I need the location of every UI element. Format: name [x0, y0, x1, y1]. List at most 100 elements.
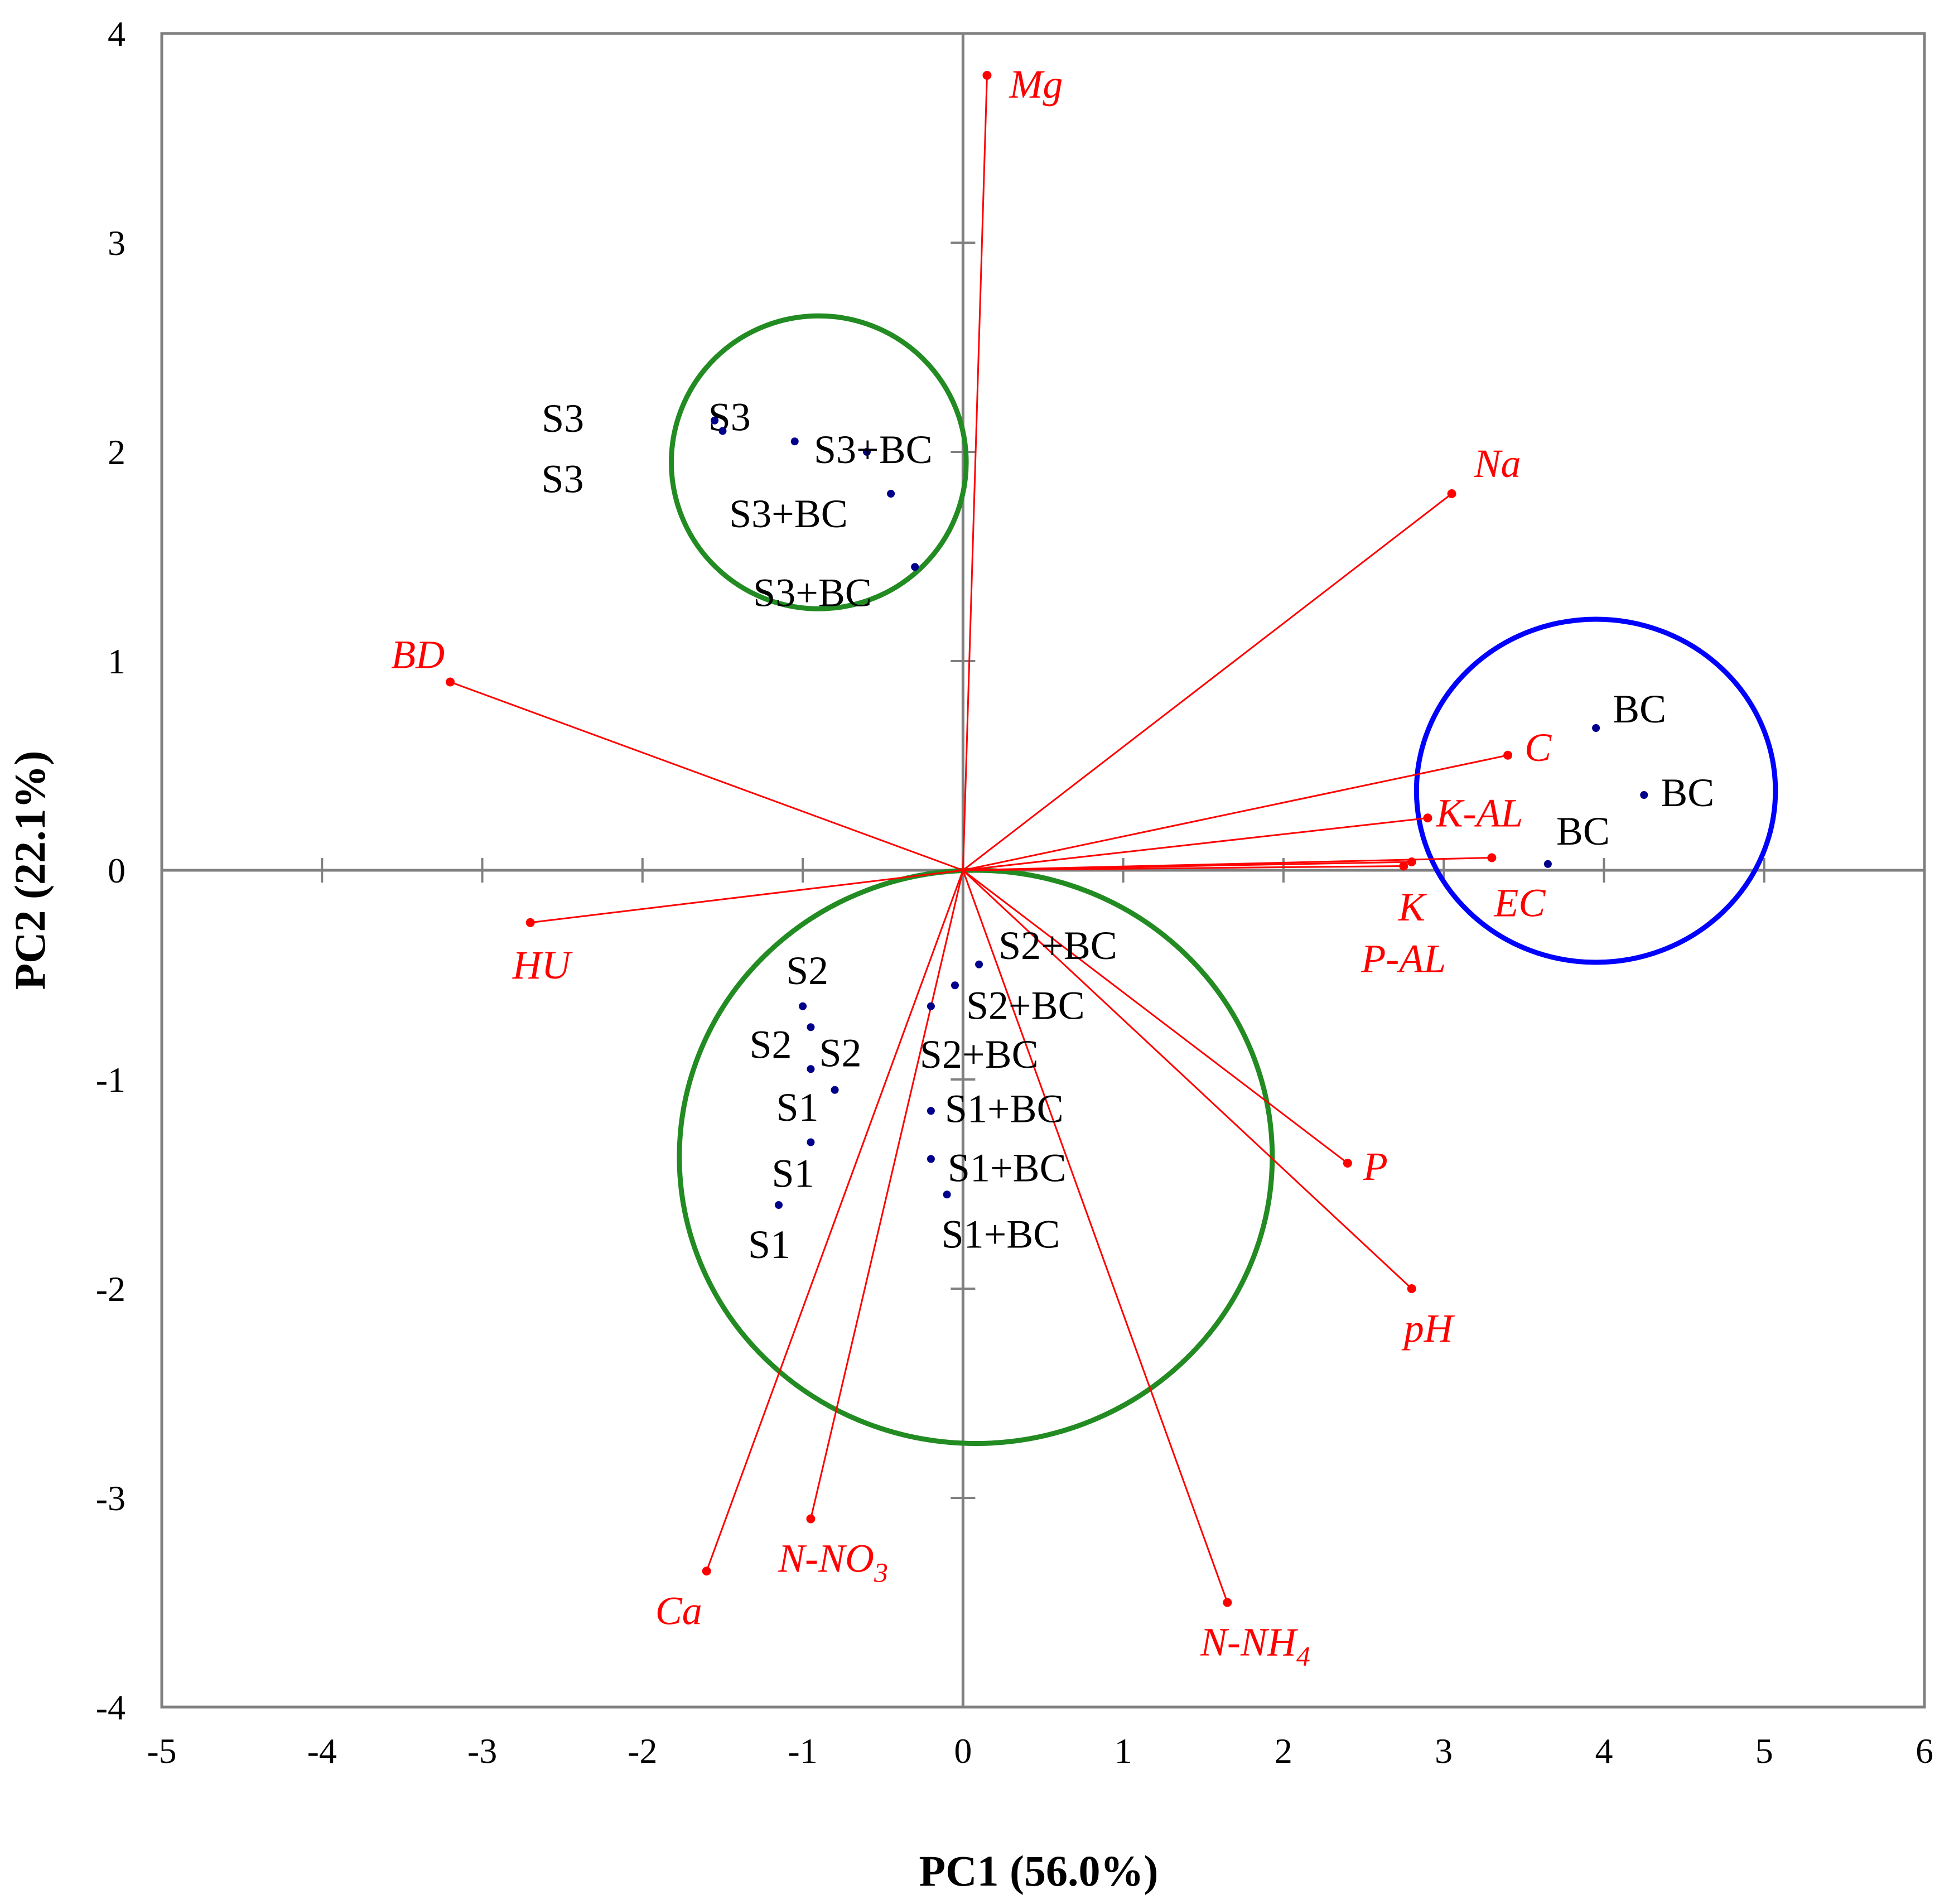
loading-endpoint — [1423, 813, 1432, 823]
loading-endpoint — [525, 918, 535, 927]
loading-endpoint — [1399, 861, 1408, 871]
score-point — [927, 1002, 935, 1010]
score-point — [807, 1023, 815, 1031]
score-label: S1 — [771, 1151, 814, 1196]
score-point — [1640, 791, 1648, 799]
loading-label: N-NO3 — [778, 1536, 888, 1588]
score-label: S2 — [749, 1022, 792, 1067]
loading-vector — [962, 75, 988, 871]
group-circles — [669, 313, 1778, 1446]
loading-label: Ca — [655, 1588, 702, 1633]
loading-vector — [450, 681, 963, 871]
loading-label: Na — [1474, 441, 1521, 486]
score-point — [975, 960, 983, 968]
loading-label: C — [1525, 725, 1552, 770]
score-point — [831, 1086, 839, 1094]
group-circle — [669, 313, 969, 611]
loading-endpoint — [806, 1514, 816, 1524]
loading-label: P — [1363, 1144, 1388, 1189]
loading-endpoint — [702, 1566, 711, 1576]
score-point — [790, 437, 799, 446]
score-point — [711, 416, 719, 425]
score-label: BC — [1613, 687, 1666, 731]
loading-endpoint — [1487, 853, 1497, 862]
score-point — [807, 1138, 815, 1146]
score-label: BC — [1661, 770, 1714, 815]
loading-label: K-AL — [1435, 790, 1523, 835]
x-tick-label: -5 — [147, 1731, 176, 1771]
score-point — [775, 1201, 783, 1209]
loading-label: pH — [1401, 1306, 1455, 1351]
score-point — [1543, 860, 1552, 868]
x-tick-label: 2 — [1275, 1731, 1292, 1771]
loading-vector — [809, 870, 964, 1519]
loading-label: HU — [512, 943, 573, 987]
score-point — [943, 1190, 951, 1199]
loading-label: P-AL — [1361, 937, 1446, 981]
score-point — [799, 1002, 807, 1010]
x-tick-label: -2 — [628, 1731, 657, 1771]
score-point — [927, 1155, 935, 1163]
score-label: S1+BC — [945, 1086, 1064, 1131]
score-label: S1 — [748, 1222, 790, 1267]
x-tick-label: 0 — [954, 1731, 972, 1771]
y-tick-label: 3 — [108, 223, 126, 263]
loading-endpoint — [1503, 750, 1513, 760]
y-tick-label: -3 — [96, 1478, 126, 1518]
loading-vector — [962, 493, 1453, 871]
score-label: S3+BC — [729, 491, 848, 536]
score-label: S3+BC — [753, 570, 872, 615]
loading-vector — [706, 870, 964, 1572]
x-tick-label: 5 — [1755, 1731, 1773, 1771]
loading-vector — [530, 869, 963, 924]
score-label: S3 — [541, 457, 583, 502]
y-tick-label: -2 — [96, 1269, 126, 1309]
y-tick-label: -4 — [96, 1688, 126, 1727]
tick-labels: -5 -4 -3 -2 -1 0 1 2 3 4 5 6 -4 -3 -2 -1 0 1 2 3 4 — [96, 14, 1933, 1771]
loading-endpoint — [1343, 1159, 1352, 1168]
score-label: S2 — [819, 1030, 861, 1075]
loading-label: N-NH4 — [1200, 1620, 1310, 1672]
loading-vectors: Mg Na BD CK-AL EC K P-AL HU PpH Ca N-NO3 N-NH4 — [391, 62, 1552, 1672]
x-axis-title: PC1 (56.0%) — [919, 1847, 1159, 1895]
x-tick-label: 1 — [1115, 1731, 1132, 1771]
y-tick-label: 4 — [108, 14, 126, 54]
y-tick-label: -1 — [96, 1060, 126, 1100]
x-tick-label: 6 — [1916, 1731, 1933, 1771]
loading-endpoint — [1407, 857, 1416, 866]
loading-endpoint — [982, 71, 992, 80]
loading-label: EC — [1493, 881, 1546, 926]
y-tick-label: 1 — [108, 642, 126, 681]
score-label: S1+BC — [942, 1212, 1060, 1256]
score-point — [887, 490, 895, 498]
score-label: S3 — [542, 396, 584, 441]
loading-vector — [963, 754, 1508, 871]
score-point — [807, 1065, 815, 1073]
score-point — [863, 448, 871, 456]
x-tick-label: 3 — [1435, 1731, 1453, 1771]
loading-endpoint — [1447, 489, 1456, 498]
score-label: S2+BC — [966, 983, 1085, 1028]
loading-vector — [962, 870, 1228, 1603]
y-tick-label: 0 — [108, 851, 126, 890]
x-tick-label: -1 — [788, 1731, 817, 1771]
score-label: S2+BC — [920, 1032, 1039, 1077]
score-label: S2 — [786, 948, 828, 993]
x-tick-label: -3 — [467, 1731, 497, 1771]
score-point — [911, 563, 919, 571]
y-tick-label: 2 — [108, 432, 126, 472]
x-tick-label: 4 — [1595, 1731, 1613, 1771]
score-label: S3+BC — [814, 427, 933, 472]
loading-endpoint — [446, 677, 455, 687]
score-label: S1+BC — [948, 1146, 1067, 1190]
loading-vector — [962, 869, 1412, 1290]
group-circle — [1413, 616, 1778, 965]
score-label: S1 — [776, 1085, 819, 1130]
score-point — [951, 981, 959, 990]
loading-vector — [963, 865, 1404, 871]
loading-vector — [963, 817, 1428, 871]
y-axis-title: PC2 (22.1%) — [6, 751, 54, 990]
score-point — [927, 1107, 935, 1115]
